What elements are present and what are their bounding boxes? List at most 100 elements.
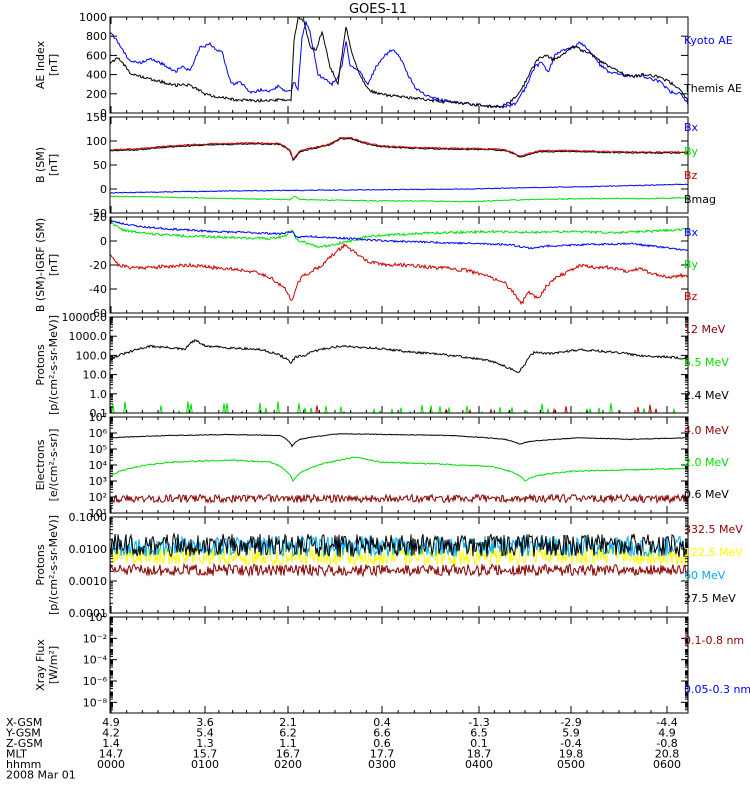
legend-label: 27.5 MeV [684, 592, 736, 605]
x-row-label: Y-GSM [5, 727, 41, 740]
panel-protons2: 0.0001 0.0010 0.0100 0.1000 Protons [p/(cm²-s… [34, 511, 743, 620]
series-4-0-mev [110, 492, 688, 505]
legend-label: 2.4 MeV [684, 389, 729, 402]
y-tick-label: 10³ [89, 475, 107, 488]
y-tick-label: 0.1000 [69, 511, 108, 524]
legend-label: 6.5 MeV [684, 356, 729, 369]
y-tick-label: 0.1 [90, 407, 108, 420]
panel-plot-area [110, 531, 688, 578]
legend-label: 332.5 MeV [684, 523, 743, 536]
panel-ae: 0 200 400 600 800 1000 AE Index [nT] Kyoto AE The… [34, 11, 742, 120]
x-row-value: -1.3 [468, 716, 489, 729]
y-axis-label: Protons [34, 344, 47, 385]
legend-label: Kyoto AE [684, 34, 733, 47]
series-6-5-mev [111, 401, 676, 413]
legend-label: 12 MeV [684, 323, 726, 336]
panel-plot-area [110, 339, 688, 413]
x-row-value: 4.2 [102, 727, 120, 740]
y-axis-units: [nT] [47, 254, 60, 276]
panel-plot-area [110, 136, 688, 203]
panel-frame [109, 616, 689, 714]
series-kyoto-ae [110, 21, 688, 109]
y-axis-units: [p/(cm²-s-sr-MeV)] [47, 515, 60, 615]
y-tick-label: 600 [86, 49, 107, 62]
x-row-value: 14.7 [99, 748, 124, 761]
y-tick-label: 10⁻⁸ [83, 696, 108, 709]
x-row-value: 0600 [653, 758, 681, 771]
y-tick-label: 0.0001 [69, 607, 108, 620]
y-tick-label: -50 [89, 207, 107, 220]
x-row-value: 6.2 [279, 727, 297, 740]
x-row-value: 0.4 [373, 716, 391, 729]
y-tick-label: -40 [89, 283, 107, 296]
legend-label: Bz [684, 169, 698, 182]
y-axis-units: [W/m²] [47, 646, 60, 684]
x-row-value: 0000 [97, 758, 125, 771]
y-tick-label: 10⁻⁴ [83, 654, 108, 667]
y-tick-label: 10⁻⁶ [83, 675, 108, 688]
panel-plot-area [110, 17, 688, 109]
y-tick-label: 10⁰ [89, 611, 108, 624]
legend-label: 60 MeV [684, 569, 726, 582]
y-tick-label: 0 [100, 183, 107, 196]
y-tick-label: 400 [86, 69, 107, 82]
x-row-value: 0400 [465, 758, 493, 771]
legend-label: Bx [684, 121, 699, 134]
x-row-label: Z-GSM [6, 737, 43, 750]
x-row-value: -0.8 [656, 737, 677, 750]
x-row-value: 0500 [557, 758, 585, 771]
x-row-value: 1.1 [279, 737, 297, 750]
x-row-value: 1.4 [102, 737, 120, 750]
x-row-value: 16.7 [276, 748, 301, 761]
y-axis-units: [nT] [47, 54, 60, 76]
date-label: 2008 Mar 01 [6, 769, 76, 782]
y-axis-units: [nT] [47, 154, 60, 176]
y-tick-label: 800 [86, 30, 107, 43]
x-row-value: 3.6 [196, 716, 214, 729]
series-by [110, 220, 688, 249]
y-tick-label: 10.0 [83, 369, 108, 382]
legend-label: 0.05-0.3 nm [684, 683, 750, 696]
y-tick-label: 10⁵ [89, 443, 107, 456]
legend-label: By [684, 258, 699, 271]
legend-label: 0.1-0.8 nm [684, 634, 744, 647]
series-bmag [110, 138, 688, 162]
x-row-value: 4.9 [658, 727, 676, 740]
x-row-value: -0.4 [560, 737, 581, 750]
y-tick-label: 50 [93, 159, 107, 172]
x-row-value: 2.1 [279, 716, 297, 729]
legend-label: 2.0 MeV [684, 456, 729, 469]
y-tick-label: 100.0 [76, 349, 108, 362]
y-axis-label: Protons [34, 544, 47, 585]
y-tick-label: 10⁴ [89, 459, 108, 472]
y-tick-label: 10000.0 [62, 311, 108, 324]
legend-label: Bmag [684, 193, 716, 206]
panel-frame [109, 16, 689, 114]
y-tick-label: 1.0 [90, 388, 108, 401]
y-tick-label: 10⁻² [83, 632, 107, 645]
legend-label: 0.6 MeV [684, 488, 729, 501]
y-axis-label: Xray Flux [34, 639, 47, 691]
x-row-value: 0.1 [470, 737, 488, 750]
y-axis-label: AE Index [34, 40, 47, 89]
y-tick-label: 10⁷ [89, 411, 107, 424]
series-bz [110, 136, 688, 160]
x-row-value: 18.7 [467, 748, 492, 761]
x-row-value: 17.7 [370, 748, 395, 761]
x-row-label: MLT [6, 748, 27, 761]
x-row-value: 20.8 [655, 748, 680, 761]
series-themis-ae [110, 17, 688, 109]
series-bx [110, 183, 688, 194]
figure-title: GOES-11 [349, 2, 407, 17]
series-0-6-mev [110, 433, 688, 448]
x-row-value: -2.9 [560, 716, 581, 729]
series-27-5-mev [110, 562, 688, 578]
x-axis-table: X-GSM 4.9 3.6 2.1 0.4 -1.3 -2.9 -4.4 Y-GSM 4.2 5.4… [5, 716, 681, 782]
panel-frame [109, 516, 689, 614]
y-tick-label: 100 [86, 135, 107, 148]
y-axis-units: [e/(cm²-s-sr)] [47, 429, 60, 502]
panel-electrons: 10¹ 10² 10³ 10⁴ 10⁵ 10⁶ 10⁷ Electrons [e/(cm²-s-… [34, 411, 729, 520]
x-row-value: 6.5 [470, 727, 488, 740]
